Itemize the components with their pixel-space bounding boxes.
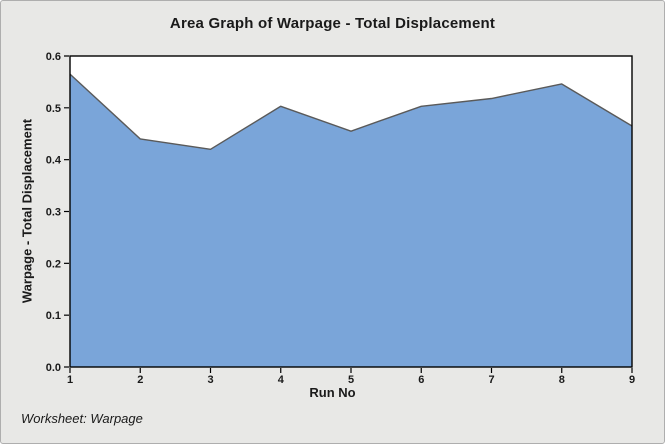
plot-border xyxy=(69,55,633,368)
x-tick-label: 9 xyxy=(629,374,635,386)
x-tick-label: 8 xyxy=(559,374,565,386)
x-tick-label: 6 xyxy=(418,374,424,386)
x-tick-label: 7 xyxy=(488,374,494,386)
x-tick-label: 2 xyxy=(137,374,143,386)
y-tick-label: 0.6 xyxy=(46,51,61,63)
x-tick-label: 5 xyxy=(348,374,354,386)
y-tick-label: 0.1 xyxy=(46,310,61,322)
y-tick-label: 0.0 xyxy=(46,362,61,374)
x-tick-label: 3 xyxy=(207,374,213,386)
y-tick-label: 0.2 xyxy=(46,258,61,270)
area-outline xyxy=(69,73,633,151)
x-tick-label: 4 xyxy=(278,374,285,386)
x-tick-label: 1 xyxy=(67,374,73,386)
area-fill-shape xyxy=(70,74,632,368)
x-axis-title: Run No xyxy=(309,385,356,400)
worksheet-footnote: Worksheet: Warpage xyxy=(21,411,143,426)
y-tick-label: 0.5 xyxy=(46,103,61,115)
chart-title: Area Graph of Warpage - Total Displaceme… xyxy=(169,15,496,32)
y-tick-label: 0.3 xyxy=(46,207,61,219)
y-tick-label: 0.4 xyxy=(46,155,62,167)
